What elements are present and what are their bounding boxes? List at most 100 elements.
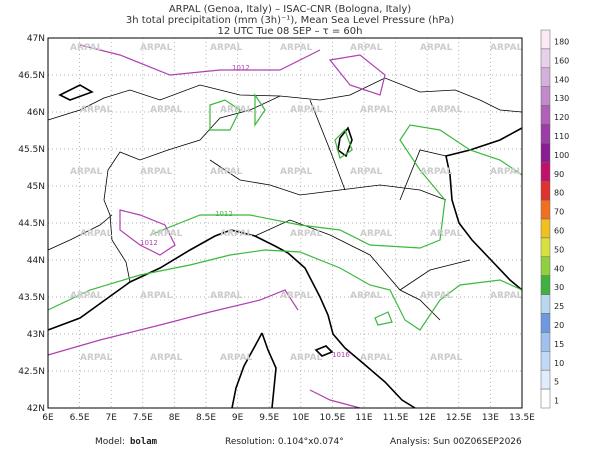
adriatic-coast: [445, 127, 523, 291]
coastline: [47, 229, 416, 409]
lon-label: 8.5E: [196, 413, 216, 423]
colorbar-box: [540, 143, 551, 163]
watermark: ARPAL: [290, 353, 323, 363]
watermark: ARPAL: [220, 105, 253, 115]
isobar-label: 1016: [332, 351, 350, 359]
watermark: ARPAL: [280, 167, 313, 177]
colorbar-label: 1: [554, 397, 559, 406]
watermark: ARPAL: [70, 291, 103, 301]
colorbar-label: 180: [554, 37, 569, 46]
isobar: [47, 44, 386, 409]
lat-label: 42N: [27, 404, 45, 414]
lon-label: 6.5E: [70, 413, 90, 423]
watermark: ARPAL: [290, 229, 323, 239]
watermark: ARPAL: [290, 105, 323, 115]
watermark: ARPAL: [280, 43, 313, 53]
lon-label: 13E: [482, 413, 499, 423]
lat-label: 44.5N: [18, 219, 45, 229]
footer-model-label: Model:: [95, 437, 125, 447]
watermark: ARPAL: [70, 43, 103, 53]
colorbar-label: 10: [554, 359, 564, 368]
border: [103, 77, 523, 283]
colorbar-box: [540, 48, 551, 69]
colorbar-box: [540, 67, 551, 87]
watermarks: ARPAL ARPAL ARPAL ARPAL ARPAL ARPAL ARPAL ARPAL…: [70, 43, 523, 363]
lon-label: 7E: [105, 413, 117, 423]
colorbar-box: [540, 294, 551, 314]
colorbar-box: [540, 124, 551, 144]
colorbar-label: 30: [554, 283, 564, 292]
watermark: ARPAL: [360, 229, 393, 239]
watermark: ARPAL: [420, 43, 453, 53]
colorbar-label: 80: [554, 189, 564, 198]
colorbar-box: [540, 237, 551, 258]
colorbar-label: 140: [554, 75, 569, 84]
isobar: [47, 249, 523, 331]
watermark: ARPAL: [350, 43, 383, 53]
colorbar-label: 20: [554, 321, 564, 330]
lon-label: 10.5E: [320, 413, 346, 423]
colorbar-label: 130: [554, 94, 569, 103]
lon-label: 7.5E: [133, 413, 153, 423]
colorbar-box: [540, 369, 551, 390]
watermark: ARPAL: [420, 291, 453, 301]
colorbar-box: [540, 313, 551, 333]
lon-label: 11.5E: [383, 413, 409, 423]
isobar-label: 1012: [140, 239, 158, 247]
lon-label: 12.5E: [446, 413, 472, 423]
colorbar-box: [540, 199, 551, 220]
colorbar-label: 70: [554, 208, 564, 217]
colorbar-box: [540, 162, 551, 182]
isobar: [209, 93, 393, 326]
region-border: [209, 99, 471, 321]
watermark: ARPAL: [430, 105, 463, 115]
lon-label: 8E: [169, 413, 181, 423]
footer-model: bolam: [130, 437, 158, 447]
watermark: ARPAL: [430, 353, 463, 363]
lat-label: 45N: [27, 182, 45, 192]
lat-label: 45.5N: [18, 145, 45, 155]
watermark: ARPAL: [80, 353, 113, 363]
lat-label: 43.5N: [18, 293, 45, 303]
lat-label: 46.5N: [18, 71, 45, 81]
footer-analysis: Analysis: Sun 00Z06SEP2026: [390, 437, 522, 447]
watermark: ARPAL: [350, 167, 383, 177]
watermark: ARPAL: [150, 353, 183, 363]
lat-label: 44N: [27, 256, 45, 266]
isobar-label: 1012: [232, 64, 250, 72]
lon-label: 10E: [292, 413, 309, 423]
lon-label: 9.5E: [259, 413, 279, 423]
watermark: ARPAL: [80, 105, 113, 115]
watermark: ARPAL: [70, 167, 103, 177]
colorbar-label: 15: [554, 340, 564, 349]
colorbar-label: 160: [554, 56, 569, 65]
colorbar-box: [540, 256, 551, 276]
colorbar-label: 60: [554, 226, 564, 235]
colorbar-box: [540, 105, 551, 125]
watermark: ARPAL: [280, 291, 313, 301]
header-line: 3h total precipitation (mm (3h)⁻¹), Mean…: [126, 15, 454, 26]
colorbar-label: 100: [554, 151, 569, 160]
lon-label: 9E: [232, 413, 244, 423]
isobar: [149, 124, 523, 249]
watermark: ARPAL: [490, 43, 523, 53]
colorbar-box: [540, 218, 551, 239]
colorbar-box: [540, 180, 551, 201]
watermark: ARPAL: [360, 353, 393, 363]
lake: [58, 84, 353, 158]
watermark: ARPAL: [80, 229, 113, 239]
watermark: ARPAL: [220, 229, 253, 239]
watermark: ARPAL: [140, 43, 173, 53]
header-line: ARPAL (Genoa, Italy) – ISAC-CNR (Bologna…: [169, 4, 411, 15]
watermark: ARPAL: [420, 167, 453, 177]
watermark: ARPAL: [140, 291, 173, 301]
colorbar-box: [540, 86, 551, 106]
watermark: ARPAL: [430, 229, 463, 239]
colorbar: 1801601401301201101009080706050403025201…: [540, 29, 569, 409]
lat-label: 46N: [27, 108, 45, 118]
colorbar-label: 90: [554, 170, 564, 179]
lat-label: 42.5N: [18, 367, 45, 377]
map-frame: [47, 37, 523, 409]
colorbar-label: 40: [554, 264, 564, 273]
watermark: ARPAL: [210, 43, 243, 53]
